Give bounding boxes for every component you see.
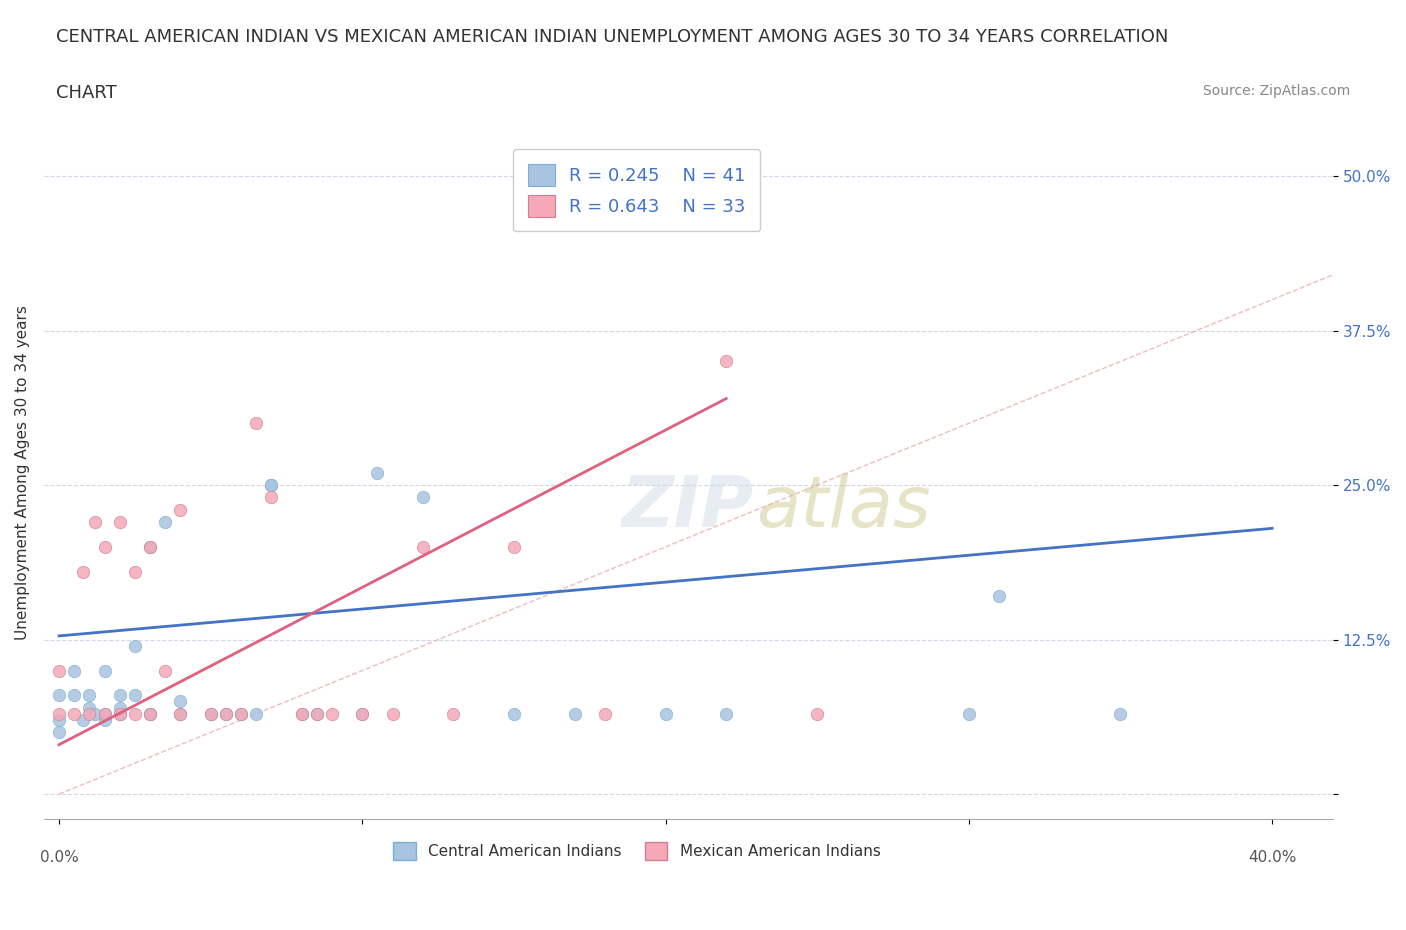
Point	[200, 707, 222, 722]
Point	[139, 707, 162, 722]
Point	[48, 688, 70, 703]
Point	[84, 707, 107, 722]
Point	[108, 707, 131, 722]
Point	[48, 707, 70, 722]
Point	[564, 707, 586, 722]
Point	[1109, 707, 1132, 722]
Text: Source: ZipAtlas.com: Source: ZipAtlas.com	[1202, 84, 1350, 98]
Legend: Central American Indians, Mexican American Indians: Central American Indians, Mexican Americ…	[387, 836, 887, 867]
Point	[381, 707, 404, 722]
Point	[63, 663, 86, 678]
Point	[124, 707, 146, 722]
Text: CHART: CHART	[56, 84, 117, 101]
Point	[260, 478, 283, 493]
Point	[321, 707, 343, 722]
Point	[169, 707, 191, 722]
Text: CENTRAL AMERICAN INDIAN VS MEXICAN AMERICAN INDIAN UNEMPLOYMENT AMONG AGES 30 TO: CENTRAL AMERICAN INDIAN VS MEXICAN AMERI…	[56, 28, 1168, 46]
Point	[108, 514, 131, 529]
Point	[84, 514, 107, 529]
Text: 40.0%: 40.0%	[1249, 850, 1296, 865]
Point	[215, 707, 238, 722]
Point	[79, 688, 101, 703]
Point	[169, 694, 191, 709]
Point	[108, 688, 131, 703]
Point	[806, 707, 828, 722]
Point	[169, 707, 191, 722]
Point	[139, 539, 162, 554]
Point	[305, 707, 328, 722]
Point	[957, 707, 980, 722]
Point	[441, 707, 464, 722]
Point	[352, 707, 374, 722]
Point	[229, 707, 252, 722]
Point	[124, 638, 146, 653]
Point	[260, 478, 283, 493]
Point	[153, 514, 176, 529]
Point	[352, 707, 374, 722]
Text: atlas: atlas	[755, 472, 931, 542]
Point	[93, 707, 115, 722]
Point	[215, 707, 238, 722]
Point	[63, 707, 86, 722]
Point	[72, 712, 94, 727]
Point	[93, 707, 115, 722]
Point	[503, 539, 526, 554]
Point	[72, 565, 94, 579]
Point	[654, 707, 676, 722]
Point	[93, 539, 115, 554]
Point	[153, 663, 176, 678]
Point	[48, 663, 70, 678]
Point	[139, 707, 162, 722]
Point	[48, 724, 70, 739]
Point	[291, 707, 314, 722]
Point	[366, 465, 388, 480]
Point	[291, 707, 314, 722]
Point	[79, 700, 101, 715]
Point	[139, 707, 162, 722]
Point	[716, 354, 738, 369]
Point	[124, 688, 146, 703]
Point	[260, 490, 283, 505]
Point	[412, 490, 434, 505]
Point	[124, 565, 146, 579]
Point	[169, 502, 191, 517]
Point	[245, 416, 267, 431]
Point	[503, 707, 526, 722]
Point	[48, 712, 70, 727]
Point	[93, 663, 115, 678]
Point	[988, 589, 1011, 604]
Y-axis label: Unemployment Among Ages 30 to 34 years: Unemployment Among Ages 30 to 34 years	[15, 305, 30, 640]
Point	[93, 712, 115, 727]
Point	[229, 707, 252, 722]
Point	[108, 707, 131, 722]
Point	[63, 688, 86, 703]
Point	[305, 707, 328, 722]
Text: ZIP: ZIP	[623, 472, 755, 542]
Point	[412, 539, 434, 554]
Point	[139, 539, 162, 554]
Point	[200, 707, 222, 722]
Point	[108, 700, 131, 715]
Point	[79, 707, 101, 722]
Point	[593, 707, 616, 722]
Point	[245, 707, 267, 722]
Text: 0.0%: 0.0%	[39, 850, 79, 865]
Point	[716, 707, 738, 722]
